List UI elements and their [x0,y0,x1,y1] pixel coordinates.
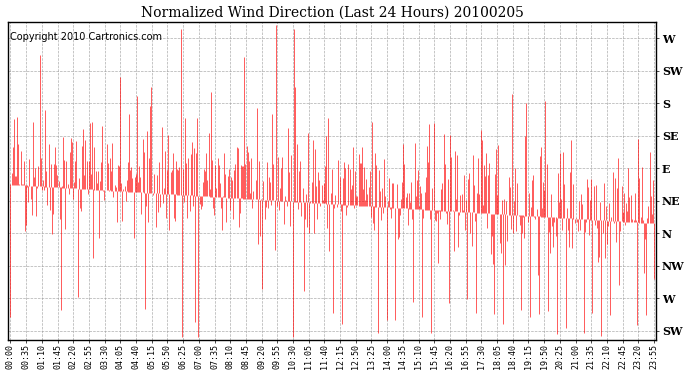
Title: Normalized Wind Direction (Last 24 Hours) 20100205: Normalized Wind Direction (Last 24 Hours… [141,6,524,20]
Text: Copyright 2010 Cartronics.com: Copyright 2010 Cartronics.com [10,32,162,42]
